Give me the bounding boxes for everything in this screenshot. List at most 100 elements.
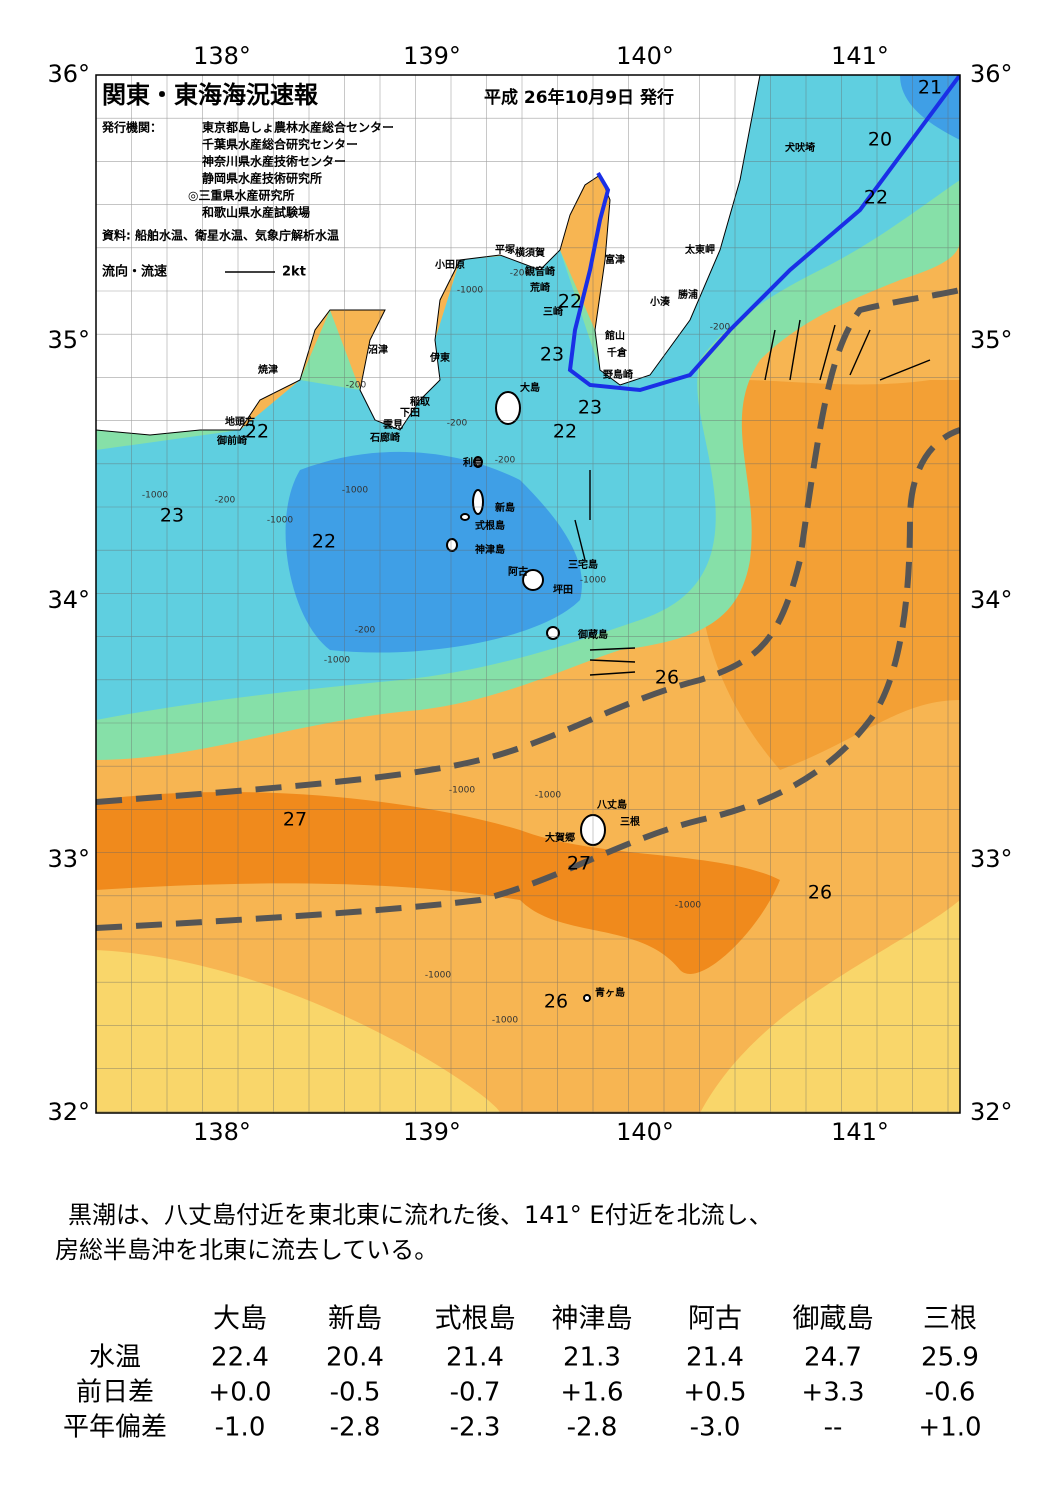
lat-label-right: 32° [970,1098,1013,1126]
place-name: 地頭方 [225,415,255,428]
place-name: 勝浦 [678,288,698,301]
table-cell: -1.0 [215,1413,266,1443]
place-name: 千倉 [607,346,628,359]
land [96,75,761,436]
table-cell: -2.8 [567,1413,618,1443]
table-cell: 22.4 [211,1343,269,1373]
lat-label-left: 33° [47,845,90,873]
table-cell: +0.5 [683,1378,746,1408]
lat-label-left: 34° [47,586,90,614]
temperature-label: 22 [245,421,269,443]
temperature-label: 23 [160,505,184,527]
place-name: 八丈島 [596,798,627,811]
lat-label-right: 35° [970,326,1013,354]
map-frame [95,74,961,1114]
table-cell: -0.7 [450,1378,501,1408]
depth-label: -200 [447,419,468,429]
place-name: 太東岬 [684,243,715,256]
temperature-label: 20 [868,129,892,151]
row-label: 水温 [89,1343,141,1373]
issuer: 神奈川県水産技術センター [202,154,346,169]
lat-label-right: 36° [970,60,1013,88]
place-name: 三根 [620,815,640,828]
temperature-label: 21 [918,77,942,99]
table-cell: -0.6 [925,1378,976,1408]
place-name: 焼津 [258,363,278,376]
table-cell: +1.0 [918,1413,981,1443]
place-name: 小湊 [649,295,671,308]
map-title: 関東・東海海況速報 [102,81,319,109]
lon-label-top: 138° [193,42,251,70]
table-header: 神津島 [552,1304,633,1335]
depth-label: -1000 [449,786,475,796]
place-name: 荒崎 [529,281,550,294]
issuer: 和歌山県水産試験場 [201,205,310,220]
place-name: 三崎 [543,305,563,318]
depth-label: -1000 [580,576,606,586]
legend-speed: 2kt [282,265,306,280]
table-header: 式根島 [435,1304,516,1335]
core-water [96,791,780,974]
issuer: 千葉県水産総合研究センター [202,137,358,152]
issuer: 東京都島しょ農林水産総合センター [202,120,394,135]
temperature-label: 27 [283,809,307,831]
place-name: 沼津 [368,343,388,356]
legend-label: 流向・流速 [102,264,167,280]
graticule [96,75,960,1113]
boundary-line [567,75,960,393]
place-name: 小田原 [434,258,465,271]
place-name: 稲取 [410,395,431,408]
lon-label-bottom: 138° [193,1118,251,1146]
place-name: 御前崎 [216,434,247,447]
lat-label-right: 34° [970,586,1013,614]
lon-label-top: 140° [616,42,674,70]
place-name: 雲見 [383,419,403,431]
table-cell: -0.5 [330,1378,381,1408]
lon-label-bottom: 139° [403,1118,461,1146]
row-label: 前日差 [76,1378,154,1408]
temperature-label: 23 [540,344,564,366]
depth-label: -200 [215,496,236,506]
temperature-label: 22 [553,421,577,443]
lon-label-top: 141° [831,42,889,70]
table-cell: -2.3 [450,1413,501,1443]
place-name: 石廊崎 [369,431,400,444]
description: 黒潮は、八丈島付近を東北東に流れた後、141° E付近を北流し、 [68,1201,773,1229]
place-name: 大島 [520,381,540,394]
place-name: 横須賀 [515,246,545,259]
place-name: 神津島 [475,543,505,556]
place-name: 三宅島 [568,558,598,571]
issuer-label: 発行機関： [101,120,162,135]
lat-label-right: 33° [970,845,1013,873]
table-cell: 21.3 [563,1343,621,1373]
description: 房総半島沖を北東に流去している。 [55,1236,438,1264]
temperature-label: 22 [312,531,336,553]
depth-label: -1000 [324,656,350,666]
table-cell: 24.7 [804,1343,862,1373]
table-cell: 25.9 [921,1343,979,1373]
place-name: 大賀郷 [545,831,575,844]
table-header: 大島 [213,1304,267,1335]
kuroshio-north-edge [96,287,960,805]
depth-label: -1000 [457,286,483,296]
depth-label: -200 [710,323,731,333]
depth-label: -200 [346,381,367,391]
lon-label-bottom: 140° [616,1118,674,1146]
table-cell: +0.0 [208,1378,271,1408]
table-cell: -3.0 [690,1413,741,1443]
map-body [96,75,960,1113]
temperature-label: 22 [864,187,888,209]
temperature-label: 26 [655,667,679,689]
temperature-label: 26 [544,991,568,1013]
table-cell: -2.8 [330,1413,381,1443]
temperature-label: 22 [558,291,582,313]
kuroshio-water [698,380,960,770]
place-name: 野島崎 [603,368,633,381]
islands [446,391,606,1002]
place-name: 坪田 [553,583,573,596]
table-cell: 21.4 [446,1343,504,1373]
depth-label: -1000 [342,486,368,496]
kuroshio-south-edge [96,427,960,931]
